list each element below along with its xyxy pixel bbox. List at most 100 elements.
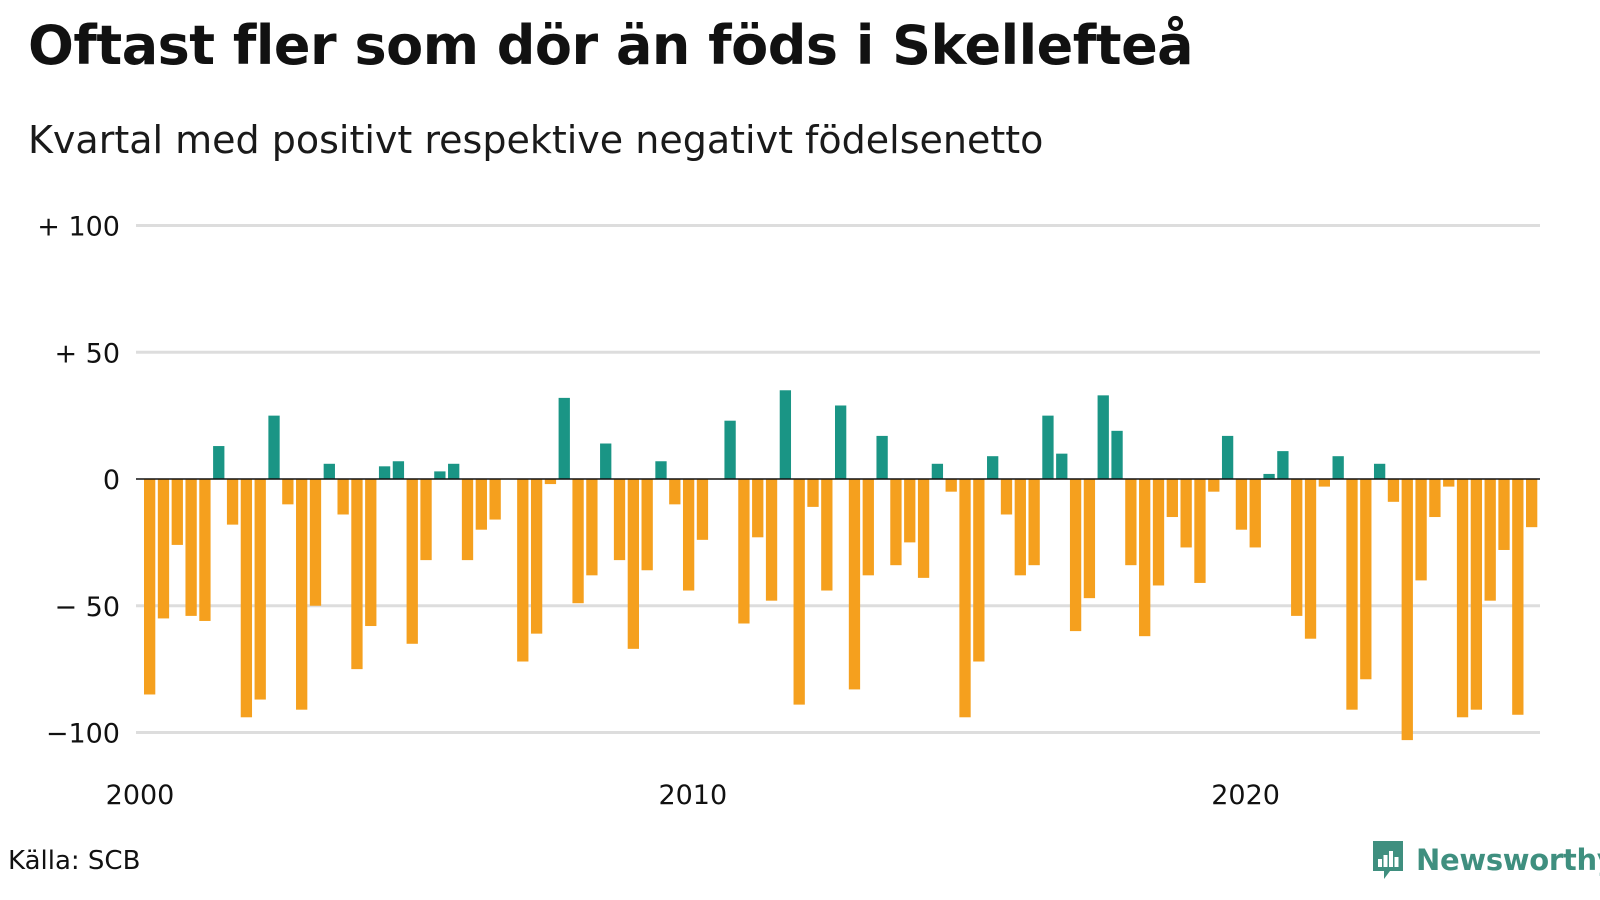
bar [890, 479, 902, 566]
bar [848, 479, 861, 690]
bar [1014, 479, 1026, 576]
bar [1512, 479, 1524, 715]
bar [862, 479, 874, 576]
x-tick-label: 2010 [658, 780, 727, 811]
bar [157, 479, 170, 619]
bar [296, 479, 308, 710]
bar [1332, 456, 1344, 480]
bar [240, 479, 253, 718]
bar [765, 479, 778, 601]
bar [337, 479, 349, 515]
bar [655, 461, 667, 479]
bar [226, 479, 239, 525]
bar [489, 479, 501, 520]
bar [1125, 479, 1137, 566]
bar [1456, 479, 1469, 718]
bar [544, 479, 557, 485]
bar [959, 479, 971, 718]
bar [586, 479, 598, 576]
x-tick-label: 2020 [1211, 780, 1280, 811]
bar [517, 479, 529, 662]
bar [1152, 479, 1165, 586]
bar [1263, 473, 1275, 479]
bar [309, 479, 322, 606]
bar [1139, 479, 1151, 637]
bar [807, 479, 819, 507]
bar [779, 390, 792, 479]
bar [1221, 435, 1234, 479]
bar [434, 471, 446, 479]
bar [613, 479, 626, 561]
bar [931, 463, 944, 479]
bar [1360, 479, 1372, 680]
bar [669, 479, 681, 505]
bar [1166, 479, 1178, 518]
bar [1028, 479, 1040, 566]
bar [1097, 395, 1109, 480]
bar [835, 405, 847, 480]
bar [1346, 479, 1358, 710]
chart-title: Oftast fler som dör än föds i Skellefteå [28, 14, 1194, 77]
bar [572, 479, 584, 604]
bar [738, 479, 750, 624]
bar [1277, 451, 1289, 480]
brand-logo[interactable]: Newsworthy [1370, 838, 1600, 882]
bar [392, 461, 405, 479]
bar [254, 479, 266, 700]
bar [461, 479, 474, 561]
bar [1180, 479, 1192, 548]
source-note: Källa: SCB [8, 846, 141, 876]
bar [1387, 479, 1400, 502]
bar [213, 446, 225, 479]
bar [1373, 463, 1386, 479]
bar [876, 435, 888, 479]
bar [1042, 415, 1054, 480]
bar [530, 479, 543, 634]
bar [199, 479, 211, 621]
bar [1304, 479, 1317, 639]
bar [1249, 479, 1261, 548]
bar-chart: + 100 + 50 0 − 50 −100 2000 2010 2020 [37, 212, 1540, 811]
y-axis-labels: + 100 + 50 0 − 50 −100 [37, 212, 120, 750]
bar [282, 479, 294, 505]
y-tick-label: − 50 [54, 592, 120, 623]
bar [1318, 479, 1330, 487]
bar [1056, 453, 1068, 479]
bar [917, 479, 930, 578]
bar [724, 420, 736, 479]
y-tick-label: + 50 [54, 338, 120, 369]
bar [627, 479, 639, 649]
bar [987, 456, 999, 480]
bar [406, 479, 418, 644]
bar [365, 479, 377, 627]
bar [1443, 479, 1455, 487]
bar [185, 479, 197, 616]
bar [945, 479, 957, 492]
bar [821, 479, 833, 591]
bar [641, 479, 653, 571]
bar [448, 463, 460, 479]
bar [696, 479, 709, 540]
chart-subtitle: Kvartal med positivt respektive negativt… [28, 118, 1044, 162]
bar [1291, 479, 1303, 616]
bar [420, 479, 432, 561]
bar [1000, 479, 1013, 515]
bar [682, 479, 695, 591]
bar [1498, 479, 1510, 550]
bar [171, 479, 183, 545]
bar [558, 397, 570, 479]
bar [793, 479, 805, 705]
bar [1083, 479, 1096, 599]
bar [268, 415, 280, 480]
bar [1484, 479, 1496, 601]
x-tick-label: 2000 [106, 780, 175, 811]
bar [378, 466, 391, 479]
y-tick-label: 0 [103, 465, 120, 496]
bar [1429, 479, 1441, 518]
bar [1208, 479, 1220, 492]
bar [323, 463, 335, 479]
bar [1111, 430, 1123, 479]
x-axis-labels: 2000 2010 2020 [106, 780, 1280, 811]
bar [1470, 479, 1483, 710]
bar [1235, 479, 1248, 530]
